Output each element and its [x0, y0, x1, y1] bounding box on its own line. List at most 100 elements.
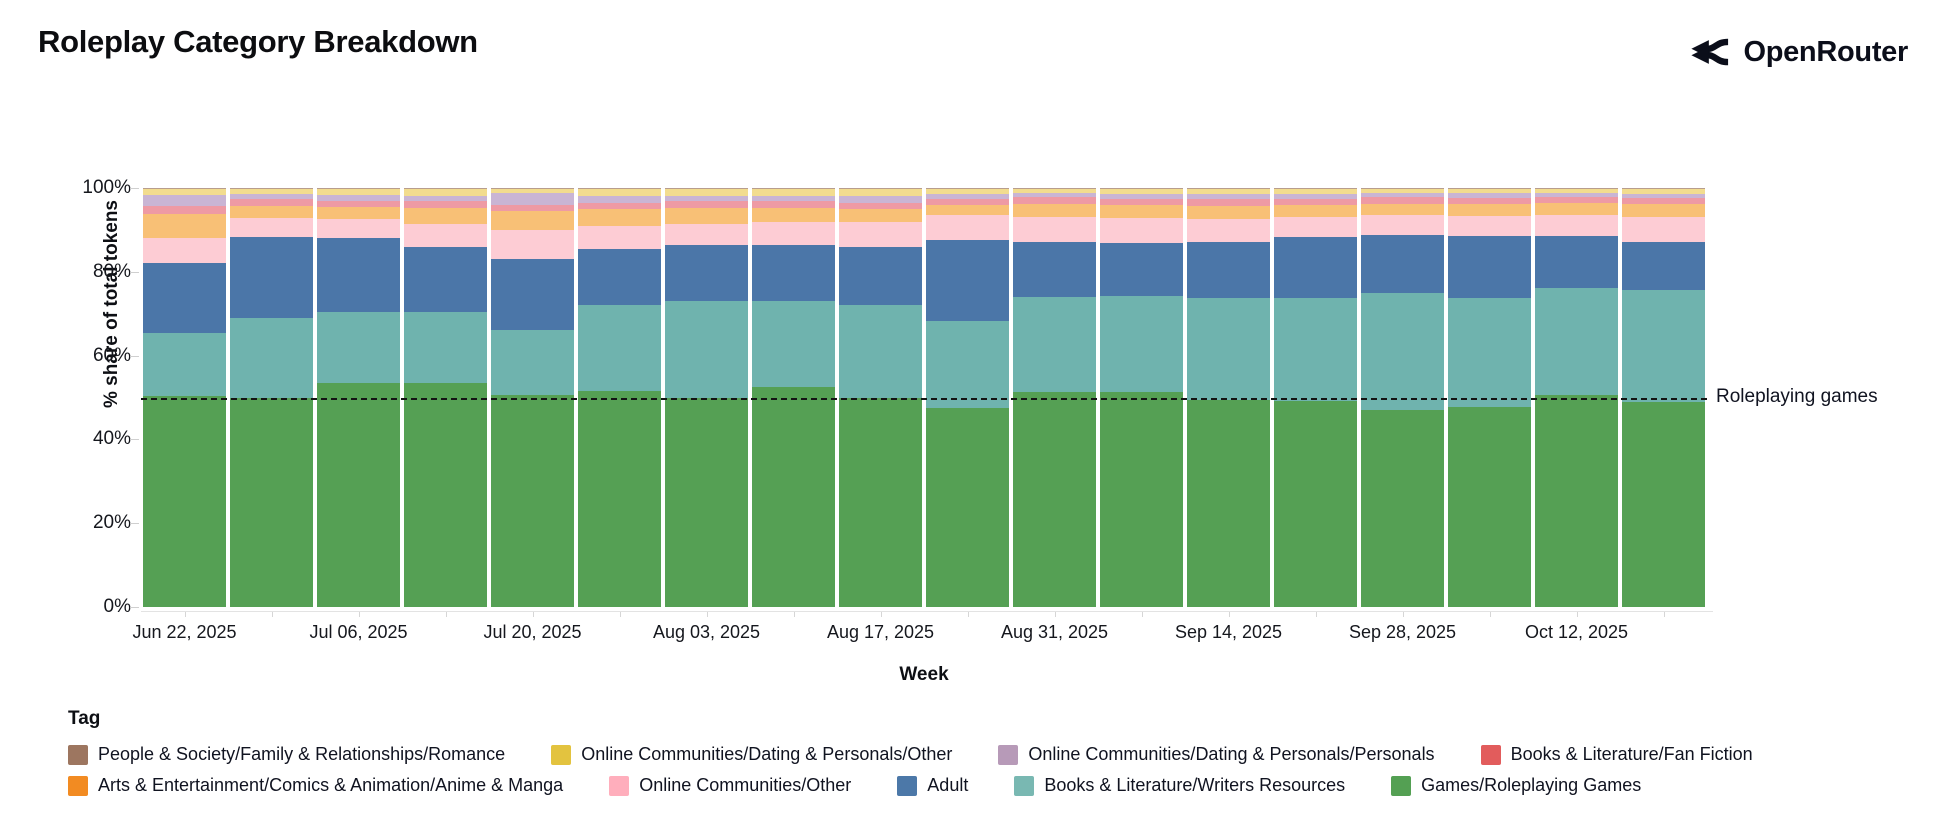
bar-segment[interactable]: [1100, 188, 1183, 194]
bar-segment[interactable]: [1274, 236, 1357, 298]
bar-segment[interactable]: [1361, 188, 1444, 194]
bar-segment[interactable]: [752, 387, 835, 607]
bar-segment[interactable]: [578, 248, 661, 306]
bar-segment[interactable]: [1100, 392, 1183, 607]
bar-segment[interactable]: [1187, 188, 1270, 189]
legend-item[interactable]: Arts & Entertainment/Comics & Animation/…: [68, 775, 563, 796]
bar-segment[interactable]: [926, 188, 1009, 189]
bar-segment[interactable]: [1622, 198, 1705, 205]
bar-segment[interactable]: [1187, 199, 1270, 206]
bar-segment[interactable]: [1013, 197, 1096, 204]
bar-segment[interactable]: [926, 215, 1009, 240]
bar-segment[interactable]: [1448, 298, 1531, 407]
bar-segment[interactable]: [143, 332, 226, 396]
bar-segment[interactable]: [839, 196, 922, 203]
bar-segment[interactable]: [1448, 193, 1531, 198]
bar-segment[interactable]: [839, 202, 922, 209]
bar-segment[interactable]: [1274, 297, 1357, 401]
bar-segment[interactable]: [1535, 188, 1618, 194]
bar-jun-29-2025[interactable]: [230, 188, 313, 607]
bar-segment[interactable]: [491, 204, 574, 212]
bar-segment[interactable]: [1187, 297, 1270, 401]
bar-segment[interactable]: [665, 397, 748, 607]
bar-segment[interactable]: [1361, 410, 1444, 607]
bar-segment[interactable]: [839, 397, 922, 607]
bar-segment[interactable]: [665, 223, 748, 245]
bar-segment[interactable]: [1622, 204, 1705, 218]
bar-segment[interactable]: [1013, 203, 1096, 218]
bar-segment[interactable]: [404, 223, 487, 247]
bar-segment[interactable]: [143, 188, 226, 189]
bar-segment[interactable]: [491, 259, 574, 331]
bar-segment[interactable]: [404, 246, 487, 312]
bar-segment[interactable]: [491, 229, 574, 260]
bar-segment[interactable]: [1100, 198, 1183, 205]
bar-segment[interactable]: [839, 221, 922, 247]
bar-segment[interactable]: [578, 202, 661, 209]
bar-segment[interactable]: [665, 188, 748, 196]
bar-segment[interactable]: [317, 200, 400, 207]
bar-segment[interactable]: [317, 238, 400, 312]
bar-segment[interactable]: [143, 214, 226, 239]
bar-segment[interactable]: [1361, 215, 1444, 236]
bar-segment[interactable]: [230, 194, 313, 200]
bar-segment[interactable]: [926, 239, 1009, 321]
bar-segment[interactable]: [404, 382, 487, 607]
bar-segment[interactable]: [926, 320, 1009, 408]
bar-segment[interactable]: [1274, 188, 1357, 194]
bar-segment[interactable]: [926, 199, 1009, 205]
bar-segment[interactable]: [839, 246, 922, 306]
bar-segment[interactable]: [1622, 217, 1705, 242]
bar-segment[interactable]: [1448, 406, 1531, 607]
bar-aug-31-2025[interactable]: [1013, 188, 1096, 607]
bar-aug-24-2025[interactable]: [926, 188, 1009, 607]
bar-segment[interactable]: [230, 237, 313, 318]
bar-segment[interactable]: [665, 208, 748, 224]
legend-item[interactable]: Adult: [897, 775, 968, 796]
bar-segment[interactable]: [1100, 218, 1183, 243]
bar-segment[interactable]: [1187, 194, 1270, 200]
bar-segment[interactable]: [317, 382, 400, 607]
bar-segment[interactable]: [491, 188, 574, 189]
bar-segment[interactable]: [404, 207, 487, 224]
bar-segment[interactable]: [143, 206, 226, 215]
bar-segment[interactable]: [230, 188, 313, 189]
bar-segment[interactable]: [1622, 188, 1705, 189]
bar-segment[interactable]: [926, 204, 1009, 216]
bar-segment[interactable]: [317, 219, 400, 239]
bar-segment[interactable]: [578, 188, 661, 189]
bar-segment[interactable]: [1361, 188, 1444, 189]
bar-segment[interactable]: [1187, 219, 1270, 243]
bar-segment[interactable]: [665, 201, 748, 209]
bar-segment[interactable]: [1448, 236, 1531, 299]
bar-segment[interactable]: [578, 188, 661, 197]
bar-aug-03-2025[interactable]: [665, 188, 748, 607]
bar-segment[interactable]: [491, 211, 574, 230]
bar-segment[interactable]: [752, 207, 835, 223]
bar-segment[interactable]: [317, 206, 400, 220]
bar-segment[interactable]: [317, 195, 400, 201]
bar-segment[interactable]: [1361, 293, 1444, 411]
legend-item[interactable]: Online Communities/Dating & Personals/Ot…: [551, 744, 952, 765]
bar-segment[interactable]: [1100, 188, 1183, 189]
bar-aug-10-2025[interactable]: [752, 188, 835, 607]
bar-segment[interactable]: [752, 222, 835, 245]
bar-segment[interactable]: [665, 195, 748, 202]
legend-item[interactable]: Games/Roleplaying Games: [1391, 775, 1641, 796]
bar-segment[interactable]: [1013, 241, 1096, 297]
bar-segment[interactable]: [926, 407, 1009, 607]
bar-segment[interactable]: [1274, 193, 1357, 199]
bar-segment[interactable]: [1361, 203, 1444, 216]
bar-segment[interactable]: [926, 188, 1009, 195]
legend-item[interactable]: People & Society/Family & Relationships/…: [68, 744, 505, 765]
bar-segment[interactable]: [839, 305, 922, 398]
bar-segment[interactable]: [1361, 197, 1444, 204]
bar-segment[interactable]: [491, 188, 574, 194]
bar-segment[interactable]: [317, 311, 400, 383]
bar-segment[interactable]: [143, 194, 226, 207]
bar-segment[interactable]: [317, 188, 400, 189]
bar-segment[interactable]: [230, 199, 313, 206]
bar-segment[interactable]: [1448, 188, 1531, 189]
bar-segment[interactable]: [752, 244, 835, 302]
bar-oct-12-2025[interactable]: [1535, 188, 1618, 607]
